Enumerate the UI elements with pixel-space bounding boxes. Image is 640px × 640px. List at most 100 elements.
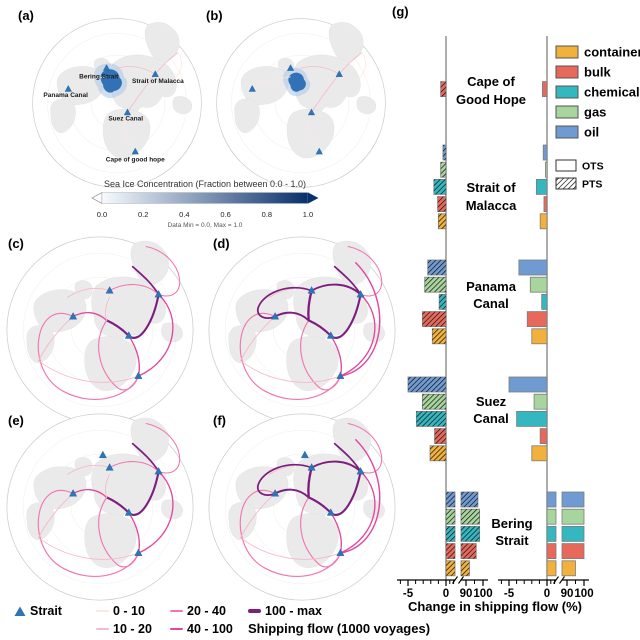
- shipping-route: [300, 66, 340, 75]
- strait-marker: [286, 64, 295, 71]
- shipping-route: [333, 265, 362, 296]
- bar-hatch-PTS-oil: [446, 492, 455, 507]
- axis-break-mark: [559, 576, 565, 584]
- shipping-route: [274, 488, 310, 499]
- landmass: [286, 513, 339, 568]
- bar-OTS-chemical: [535, 178, 548, 195]
- shipping-route: [239, 313, 341, 400]
- panel-label-e: (e): [8, 413, 24, 428]
- legend-swatch-OTS: [555, 159, 577, 172]
- flow-class-item: 10 - 20: [96, 622, 152, 636]
- shipping-route: [338, 52, 363, 75]
- strait-marker: [154, 467, 163, 475]
- shipping-route: [251, 76, 291, 90]
- shipping-route: [240, 316, 276, 362]
- bar-OTS-chemical: [561, 526, 585, 542]
- strait-marker: [271, 312, 280, 320]
- strait-marker: [326, 331, 335, 339]
- flow-class-line-swatch: [170, 609, 183, 613]
- legend-swatch-container: [555, 45, 579, 59]
- legend-label-bulk: bulk: [584, 65, 611, 80]
- bar-OTS-bulk: [542, 81, 548, 97]
- bar-OTS-chemical: [516, 410, 548, 427]
- strait-marker: [356, 290, 365, 298]
- shipping-route: [104, 296, 111, 321]
- bar-hatch-PTS-bulk: [440, 81, 446, 97]
- colorbar-tick-0.2: 0.2: [137, 210, 149, 219]
- shipping-route: [38, 316, 74, 362]
- shipping-route: [333, 442, 362, 473]
- bar-hatch-PTS-bulk: [437, 196, 446, 212]
- shipping-route: [127, 73, 156, 113]
- bar-hatch-PTS-gas: [461, 509, 480, 525]
- group-label-line: Strait: [495, 533, 529, 548]
- bar-OTS-bulk: [561, 543, 585, 559]
- bar-hatch-PTS-gas: [446, 509, 455, 525]
- landmass: [286, 108, 335, 159]
- shipping-route: [339, 439, 381, 554]
- landmass: [286, 336, 339, 391]
- bar-hatch-PTS-gas: [422, 394, 446, 410]
- map-panel-f: [208, 413, 396, 601]
- x-tick-label: 0: [443, 588, 449, 600]
- bar-hatch-PTS-chemical: [416, 411, 446, 427]
- group-label-line: Malacca: [466, 198, 517, 213]
- flow-class-item: 20 - 40: [170, 604, 226, 618]
- map-annotation-panama: Panama Canal: [43, 92, 88, 99]
- group-label-line: Cape of: [467, 74, 515, 89]
- group-label-line: Strait of: [466, 180, 516, 195]
- strait-marker: [271, 489, 280, 497]
- colorbar-tick-0.8: 0.8: [261, 210, 273, 219]
- bar-hatch-PTS-gas: [440, 162, 446, 178]
- strait-marker: [336, 548, 345, 556]
- bar-OTS-container: [539, 213, 548, 230]
- shipping-route: [171, 52, 182, 81]
- map-annotation-bering: Bering Strait: [79, 74, 119, 81]
- shipping-route: [256, 286, 313, 319]
- shipping-route: [339, 293, 376, 377]
- flow-class-line-swatch: [170, 627, 183, 631]
- colorbar-note: Data Min = 0.0, Max = 1.0: [167, 222, 243, 229]
- shipping-route: [67, 76, 107, 90]
- shipping-route: [145, 245, 181, 297]
- x-tick-label: 100: [473, 588, 492, 600]
- bar-hatch-PTS-bulk: [461, 543, 477, 559]
- panel-label-b: (b): [206, 8, 223, 23]
- strait-marker: [248, 85, 256, 92]
- bar-hatch-PTS-container: [446, 560, 455, 576]
- bar-OTS-gas: [529, 276, 548, 293]
- strait-marker: [131, 147, 139, 155]
- legend-swatch-chemical: [555, 85, 579, 99]
- strait-marker: [69, 489, 78, 497]
- sea-ice-patch: [100, 69, 122, 93]
- shipping-route: [123, 112, 136, 153]
- panel-label-a: (a): [18, 8, 34, 23]
- x-tick-label: 90: [460, 588, 473, 600]
- sea-ice-colorbar: Sea Ice Concentration (Fraction between …: [90, 179, 320, 229]
- bar-OTS-oil: [546, 491, 557, 508]
- bar-hatch-PTS-chemical: [433, 179, 446, 195]
- shipping-route: [240, 360, 341, 383]
- landmass: [172, 96, 193, 115]
- strait-marker: [124, 331, 133, 339]
- strait-marker: [124, 508, 133, 516]
- x-tick-label: -5: [403, 588, 414, 600]
- flow-class-label: 100 - max: [265, 604, 322, 618]
- legend-swatch-gas: [555, 105, 579, 119]
- shipping-route: [240, 537, 341, 560]
- bar-hatch-PTS-oil: [427, 260, 446, 275]
- bar-OTS-oil: [518, 259, 548, 276]
- shipping-route: [355, 52, 366, 81]
- landmass: [240, 66, 289, 105]
- map-annotation-cape: Cape of good hope: [106, 156, 165, 163]
- landmass: [234, 98, 260, 133]
- legend-label-OTS: OTS: [582, 161, 604, 173]
- bar-OTS-gas: [533, 393, 548, 410]
- strait-triangle-shape: [14, 606, 26, 616]
- colorbar-gradient-bar: [91, 191, 319, 205]
- landmass: [50, 98, 76, 133]
- panel-label-d: (d): [213, 236, 230, 251]
- bar-hatch-PTS-gas: [424, 277, 446, 293]
- shipping-route: [274, 311, 310, 322]
- legend-label-PTS: PTS: [582, 179, 602, 191]
